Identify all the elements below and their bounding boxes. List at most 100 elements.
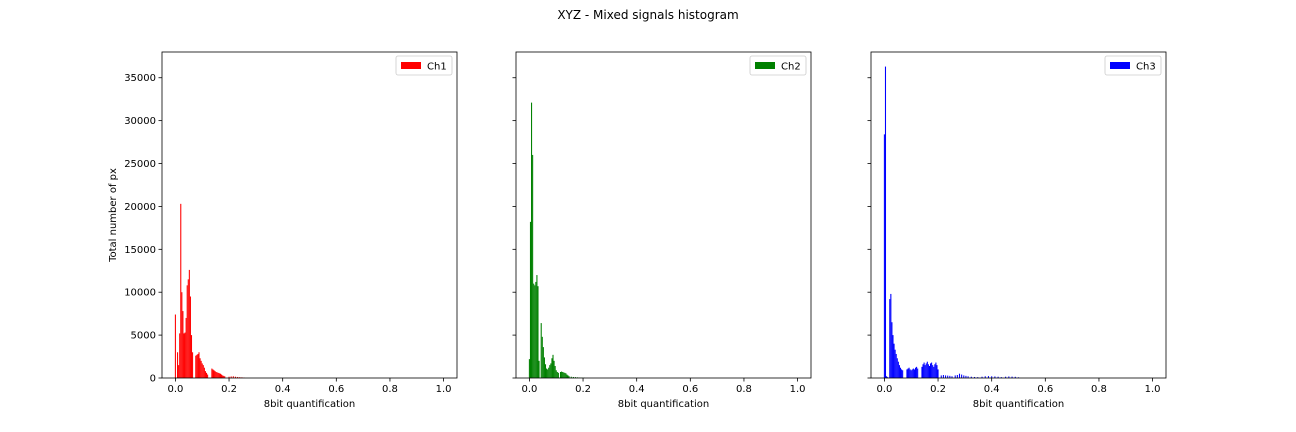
histogram-bar	[894, 349, 896, 378]
histogram-bar	[909, 369, 911, 378]
histogram-bar	[542, 347, 544, 378]
histogram-bar	[890, 293, 892, 378]
x-tick-label: 0.0	[167, 384, 183, 395]
histogram-bar	[940, 375, 942, 378]
y-tick-label: 20000	[124, 202, 156, 213]
histogram-bar	[528, 359, 530, 378]
histogram-bar	[977, 377, 979, 378]
histogram-bar	[179, 333, 181, 378]
histogram-bar	[192, 352, 194, 378]
x-axis-label: 8bit quantification	[618, 399, 710, 410]
histogram-bar	[899, 367, 902, 378]
histogram-bar	[991, 376, 993, 378]
x-tick-label: 0.2	[930, 384, 946, 395]
histogram-bar	[575, 377, 577, 378]
histogram-bar	[935, 362, 937, 378]
histogram-bar	[891, 322, 893, 378]
histogram-bar	[186, 285, 188, 378]
histogram-bar	[237, 376, 239, 378]
histogram-bar	[934, 364, 936, 378]
x-tick-label: 0.8	[1091, 384, 1107, 395]
histogram-bar	[552, 354, 554, 378]
histogram-bar	[533, 283, 535, 378]
histogram-bar	[207, 374, 209, 378]
x-tick-label: 0.2	[221, 384, 237, 395]
histogram-bar	[219, 373, 221, 378]
histogram-bar	[547, 369, 549, 378]
histogram-bar	[1011, 376, 1013, 378]
histogram-bar	[553, 360, 555, 378]
histogram-bar	[228, 376, 230, 378]
histogram-bar	[887, 377, 889, 378]
histogram-bar	[928, 365, 930, 378]
histogram-bar	[549, 365, 551, 378]
histogram-bar	[211, 368, 213, 378]
histogram-bar	[217, 372, 219, 378]
histogram-bar	[922, 364, 924, 378]
histogram-bar	[184, 332, 186, 378]
histogram-bar	[214, 371, 216, 378]
axes-frame	[515, 51, 812, 379]
x-tick-label: 0.6	[1037, 384, 1053, 395]
histogram-bar	[559, 371, 562, 378]
histogram-bar	[562, 371, 564, 378]
histogram-bar	[981, 376, 983, 378]
axes-frame	[870, 51, 1167, 379]
histogram-bar	[548, 367, 550, 378]
figure-title: XYZ - Mixed signals histogram	[557, 8, 738, 22]
y-axis-label: Total number of px	[108, 168, 119, 263]
histogram-bar	[182, 311, 184, 378]
histogram-bar	[196, 354, 198, 378]
histogram-bar	[564, 372, 566, 378]
histogram-bar	[232, 376, 234, 378]
legend-box	[1104, 55, 1162, 76]
histogram-bar	[895, 353, 897, 378]
histogram-bar	[557, 372, 559, 378]
histogram-bar	[896, 358, 898, 378]
axes-panel-2: 0.0 0.2 0.4 0.6 0.8 1.0 8bit quantification Ch2	[512, 51, 812, 410]
histogram-bar	[202, 365, 204, 378]
x-tick-label: 0.4	[629, 384, 645, 395]
histogram-bar	[205, 372, 208, 378]
histogram-bar	[188, 269, 190, 378]
histogram-bar	[174, 314, 176, 378]
histogram-bar	[907, 368, 909, 378]
histogram-bar	[537, 286, 539, 378]
histogram-bar	[942, 374, 944, 378]
histogram-bars	[528, 102, 585, 379]
histogram-bar	[933, 366, 935, 378]
histogram-bar	[221, 374, 223, 378]
x-tick-label: 0.0	[521, 384, 537, 395]
histogram-bar	[554, 365, 556, 378]
x-tick-label: 0.0	[876, 384, 892, 395]
histogram-bar	[931, 362, 933, 378]
histogram-bar	[897, 361, 899, 378]
histogram-bar	[538, 360, 540, 378]
histogram-bar	[1005, 376, 1007, 378]
histogram-bar	[536, 275, 538, 378]
histogram-bar	[197, 353, 199, 378]
x-axis-label: 8bit quantification	[264, 399, 356, 410]
histogram-bar	[189, 296, 191, 378]
histogram-bar	[945, 375, 947, 378]
histogram-bars	[883, 66, 1020, 378]
histogram-bar	[213, 370, 215, 378]
x-tick-label: 1.0	[790, 384, 806, 395]
histogram-bar	[551, 358, 553, 378]
histogram-bar	[555, 370, 557, 378]
histogram-bar	[187, 279, 189, 378]
histogram-bar	[911, 369, 913, 378]
histogram-bar	[906, 369, 908, 378]
histogram-bar	[917, 368, 919, 378]
y-tick-label: 15000	[124, 245, 156, 256]
histogram-bar	[546, 368, 548, 378]
histogram-bar	[947, 375, 949, 378]
axes-panel-3: 0.0 0.2 0.4 0.6 0.8 1.0 8bit quantification Ch3	[867, 51, 1167, 410]
histogram-bar	[566, 374, 568, 378]
y-tick-label: 35000	[124, 73, 156, 84]
histogram-bar	[198, 352, 200, 378]
histogram-bar	[1008, 376, 1010, 378]
x-tick-label: 0.2	[575, 384, 591, 395]
histogram-bar	[230, 376, 232, 378]
